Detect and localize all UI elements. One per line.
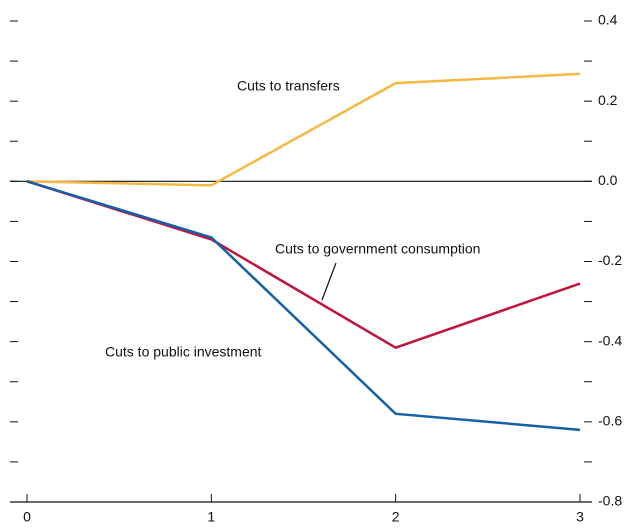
leader-line (321, 262, 337, 301)
y-tick-label: -0.2 (598, 252, 622, 268)
series-line (26, 180, 581, 432)
x-tick-label: 0 (23, 509, 31, 525)
series-label: Cuts to government consumption (275, 241, 480, 257)
x-tick-label: 1 (207, 509, 215, 525)
y-tick-label: 0.2 (598, 92, 618, 108)
y-tick-label: -0.6 (598, 413, 622, 429)
y-tick-label: -0.8 (598, 493, 622, 509)
series-label: Cuts to transfers (237, 78, 340, 94)
x-tick-label: 2 (392, 509, 400, 525)
y-tick-label: 0.4 (598, 12, 618, 28)
x-tick-label: 3 (576, 509, 584, 525)
series-label: Cuts to public investment (105, 344, 262, 360)
y-tick-label: -0.4 (598, 332, 622, 348)
y-tick-label: 0.0 (598, 172, 618, 188)
series-line (26, 72, 581, 187)
